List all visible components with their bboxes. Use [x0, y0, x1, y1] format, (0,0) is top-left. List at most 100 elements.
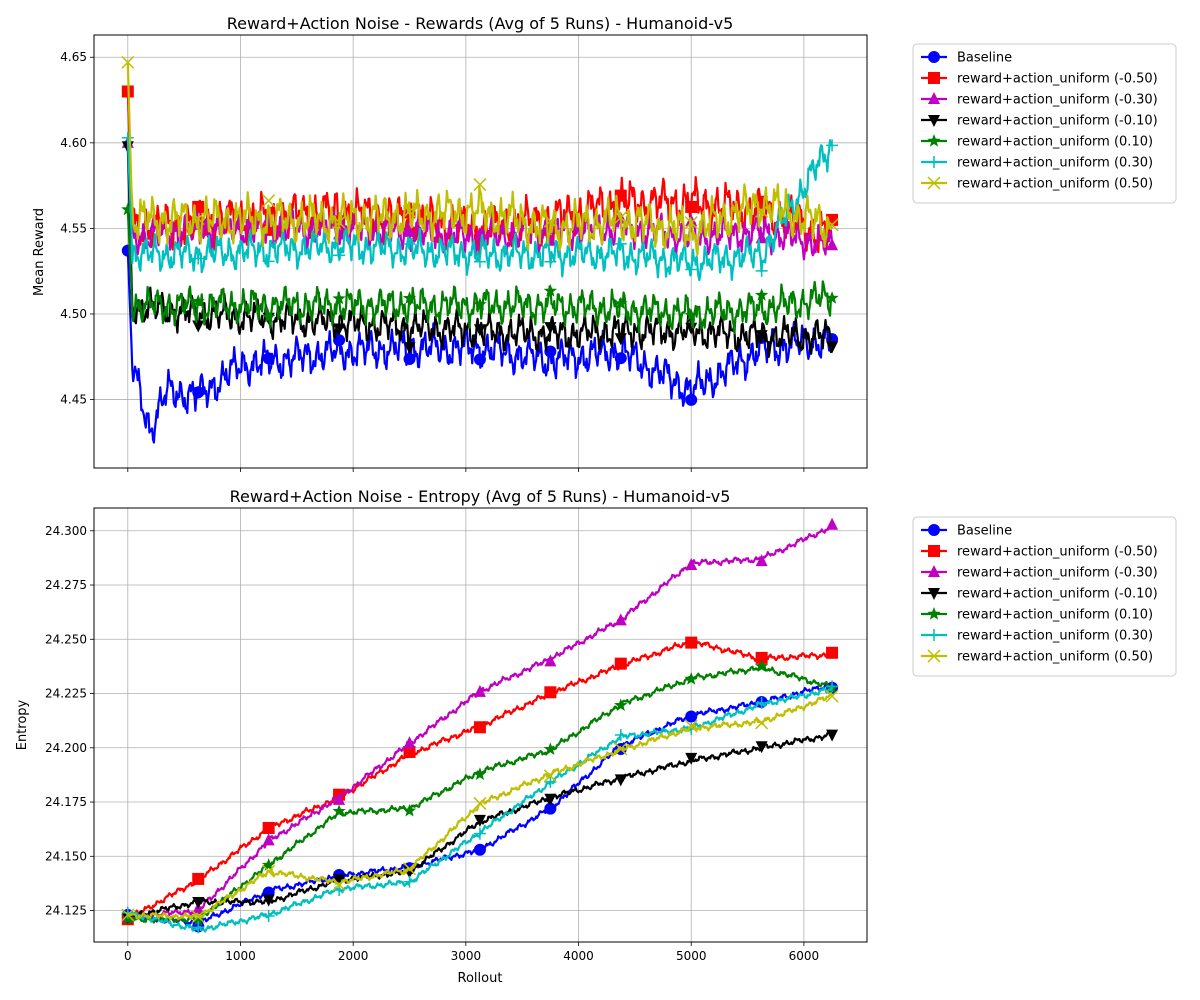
- series-marker: [403, 224, 416, 237]
- y-tick-label: 24.250: [45, 632, 87, 646]
- legend-label: reward+action_uniform (-0.50): [957, 545, 1158, 560]
- series-marker: [332, 877, 346, 892]
- series-marker: [333, 874, 346, 887]
- entropy-ylabel: Entropy: [15, 699, 30, 750]
- legend-label: Baseline: [957, 51, 1012, 66]
- series-2: [121, 517, 839, 923]
- series-marker: [684, 672, 698, 685]
- series-marker: [684, 308, 698, 322]
- series-marker: [544, 686, 557, 699]
- series-marker: [191, 294, 205, 307]
- entropy-series: [121, 517, 839, 934]
- rewards-legend: Baseline reward+action_uniform (-0.50) rew…: [912, 43, 1177, 204]
- legend-label: reward+action_uniform (0.50): [957, 650, 1153, 665]
- rewards-ticks: 4.45 4.50 4.55 4.60 4.65: [60, 50, 805, 472]
- series-marker: [333, 249, 346, 262]
- legend-marker: [927, 607, 941, 620]
- series-marker: [544, 255, 557, 268]
- series-marker: [262, 858, 276, 871]
- series-marker: [825, 291, 839, 304]
- series-marker: [332, 215, 346, 229]
- series-marker: [685, 636, 698, 649]
- legend-box: [912, 516, 1177, 677]
- series-marker: [614, 296, 628, 310]
- x-tick-label: 0: [124, 949, 132, 963]
- series-marker: [544, 802, 557, 815]
- series-marker: [262, 352, 275, 365]
- series-marker: [333, 792, 346, 805]
- y-tick-label: 24.200: [45, 741, 87, 755]
- legend-label: reward+action_uniform (-0.30): [957, 566, 1158, 581]
- series-marker: [402, 803, 417, 817]
- series-marker: [403, 352, 416, 365]
- series-marker: [473, 814, 486, 827]
- y-tick-label: 4.45: [60, 393, 87, 407]
- series-marker: [614, 613, 627, 626]
- x-tick-label: 2000: [338, 949, 369, 963]
- series-marker: [755, 264, 768, 277]
- rewards-series: [121, 55, 839, 444]
- series-marker: [543, 742, 558, 755]
- legend-label: reward+action_uniform (0.10): [957, 608, 1153, 623]
- series-marker: [192, 252, 205, 265]
- series-marker: [473, 767, 487, 780]
- series-marker: [121, 906, 134, 919]
- legend-marker: [928, 565, 940, 577]
- series-marker: [755, 651, 768, 664]
- series-marker: [473, 324, 486, 337]
- series-marker: [262, 833, 275, 846]
- y-tick-label: 4.50: [60, 307, 87, 321]
- series-marker: [543, 769, 557, 783]
- series-marker: [192, 921, 205, 934]
- series-marker: [262, 894, 275, 907]
- rewards-ylabel: Mean Reward: [32, 208, 47, 296]
- series-marker: [544, 345, 557, 358]
- series-marker: [332, 804, 346, 817]
- series-marker: [685, 393, 698, 406]
- y-tick-label: 4.60: [60, 136, 87, 150]
- legend-marker: [927, 176, 941, 190]
- y-tick-label: 4.65: [60, 50, 87, 64]
- legend-marker: [928, 588, 940, 600]
- series-marker: [826, 729, 839, 742]
- series-marker: [755, 741, 768, 754]
- series-marker: [543, 214, 557, 228]
- series-marker: [192, 320, 205, 333]
- series-6: [121, 689, 839, 924]
- entropy-ticks: 0 1000 2000 3000 4000 5000 6000 24.125 24.150 24.…: [45, 524, 819, 963]
- series-marker: [403, 238, 416, 251]
- series-marker: [755, 204, 769, 218]
- series-marker: [121, 908, 135, 922]
- series-marker: [192, 897, 205, 910]
- series-marker: [685, 263, 698, 276]
- series-marker: [473, 255, 486, 268]
- series-marker: [192, 386, 205, 399]
- series-marker: [121, 131, 134, 144]
- entropy-legend: Baseline reward+action_uniform (-0.50) rew…: [912, 516, 1177, 677]
- series-marker: [614, 742, 628, 756]
- series-4: [121, 202, 839, 335]
- series-marker: [826, 646, 839, 659]
- series-marker: [403, 736, 416, 749]
- legend-box: [912, 43, 1177, 204]
- rewards-axes-frame: [93, 34, 868, 469]
- entropy-title: Reward+Action Noise - Entropy (Avg of 5 …: [230, 487, 731, 506]
- series-marker: [403, 342, 416, 355]
- series-marker: [544, 654, 557, 667]
- legend-marker: [928, 115, 940, 127]
- series-line: [126, 62, 833, 256]
- legend-label: reward+action_uniform (0.10): [957, 135, 1153, 150]
- series-marker: [544, 322, 557, 335]
- rewards-title: Reward+Action Noise - Rewards (Avg of 5 …: [227, 14, 734, 33]
- series-marker: [473, 178, 487, 192]
- series-marker: [191, 212, 205, 226]
- legend-label: reward+action_uniform (-0.10): [957, 587, 1158, 602]
- y-tick-label: 24.300: [45, 524, 87, 538]
- series-marker: [402, 204, 417, 218]
- series-marker: [262, 864, 276, 878]
- y-tick-label: 24.150: [45, 849, 87, 863]
- series-marker: [614, 237, 627, 250]
- series-marker: [614, 729, 627, 742]
- x-tick-label: 6000: [789, 949, 820, 963]
